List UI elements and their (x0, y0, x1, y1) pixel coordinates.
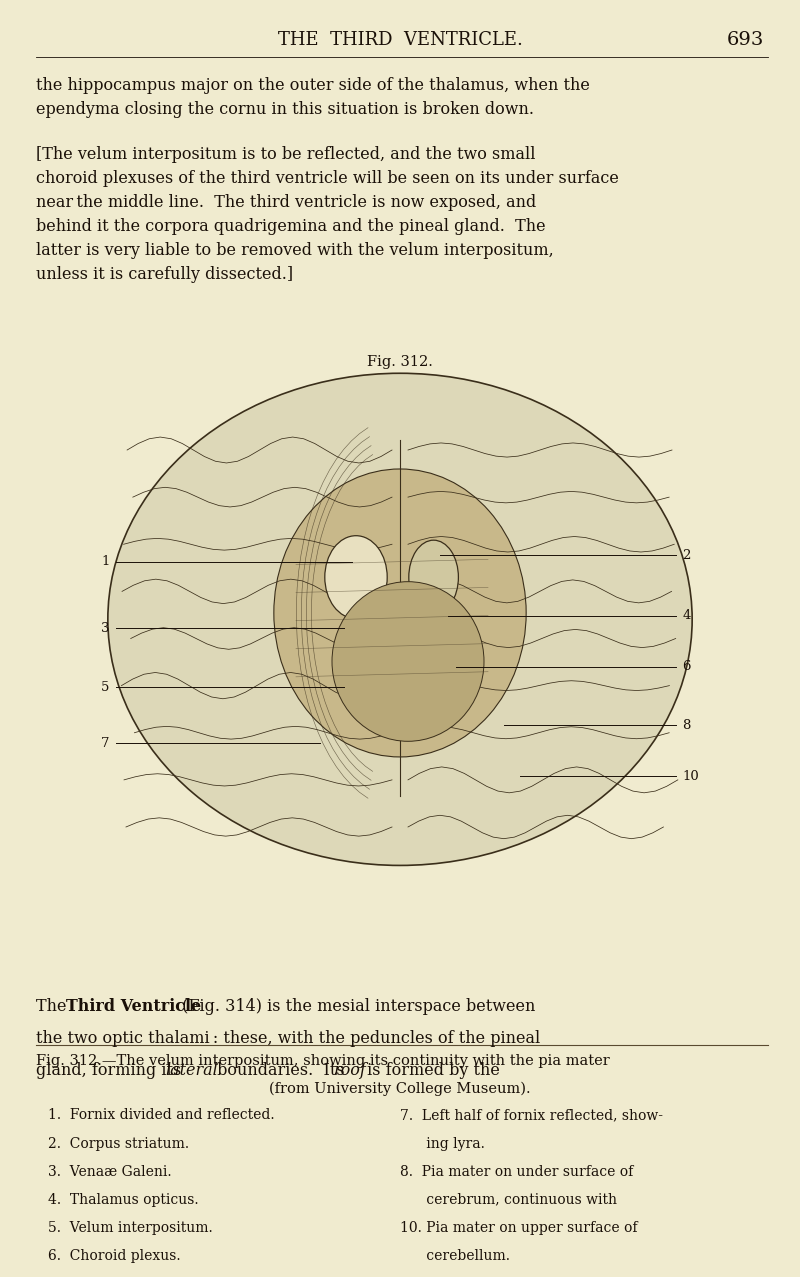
Text: lateral: lateral (166, 1062, 218, 1079)
Text: the two optic thalami : these, with the peduncles of the pineal: the two optic thalami : these, with the … (36, 1029, 540, 1047)
Text: 2.  Corpus striatum.: 2. Corpus striatum. (48, 1137, 189, 1151)
Text: boundaries.  Its: boundaries. Its (212, 1062, 350, 1079)
Ellipse shape (409, 540, 458, 614)
Bar (68, 377, 732, 900)
Ellipse shape (325, 535, 387, 619)
Text: 6.  Choroid plexus.: 6. Choroid plexus. (48, 1249, 181, 1263)
Text: 4.  Thalamus opticus.: 4. Thalamus opticus. (48, 1193, 198, 1207)
Text: Fig. 312.: Fig. 312. (367, 355, 433, 369)
Text: 10. Pia mater on upper surface of: 10. Pia mater on upper surface of (400, 1221, 638, 1235)
Text: 8: 8 (682, 719, 690, 732)
Text: (from University College Museum).: (from University College Museum). (269, 1082, 531, 1096)
Text: Third Ventricle: Third Ventricle (66, 999, 202, 1015)
Ellipse shape (274, 469, 526, 757)
Text: 3.  Venaæ Galeni.: 3. Venaæ Galeni. (48, 1165, 172, 1179)
Text: 5: 5 (102, 681, 110, 693)
Text: 7.  Left half of fornix reflected, show-: 7. Left half of fornix reflected, show- (400, 1108, 663, 1122)
Ellipse shape (332, 582, 484, 741)
Text: 693: 693 (726, 31, 764, 50)
Text: The: The (36, 999, 72, 1015)
Text: 8.  Pia mater on under surface of: 8. Pia mater on under surface of (400, 1165, 634, 1179)
Text: the hippocampus major on the outer side of the thalamus, when the
ependyma closi: the hippocampus major on the outer side … (36, 77, 590, 117)
Text: 1.  Fornix divided and reflected.: 1. Fornix divided and reflected. (48, 1108, 274, 1122)
Text: roof: roof (334, 1062, 366, 1079)
Text: 10: 10 (682, 770, 699, 783)
Text: 5.  Velum interpositum.: 5. Velum interpositum. (48, 1221, 213, 1235)
Text: cerebellum.: cerebellum. (400, 1249, 510, 1263)
Text: 4: 4 (682, 609, 690, 622)
Text: 2: 2 (682, 549, 690, 562)
Text: 3: 3 (101, 622, 110, 635)
Text: ing lyra.: ing lyra. (400, 1137, 485, 1151)
Text: is formed by the: is formed by the (362, 1062, 499, 1079)
Text: cerebrum, continuous with: cerebrum, continuous with (400, 1193, 617, 1207)
Text: 6: 6 (682, 660, 691, 673)
Text: (Fig. 314) is the mesial interspace between: (Fig. 314) is the mesial interspace betw… (177, 999, 535, 1015)
Text: THE  THIRD  VENTRICLE.: THE THIRD VENTRICLE. (278, 31, 522, 50)
Text: [The velum interpositum is to be reflected, and the two small
choroid plexuses o: [The velum interpositum is to be reflect… (36, 146, 619, 283)
Text: gland, forming its: gland, forming its (36, 1062, 186, 1079)
Text: Fig. 312.—The velum interpositum, showing its continuity with the pia mater: Fig. 312.—The velum interpositum, showin… (36, 1054, 610, 1068)
Text: 7: 7 (101, 737, 110, 750)
Ellipse shape (108, 373, 692, 866)
Text: 1: 1 (102, 555, 110, 568)
